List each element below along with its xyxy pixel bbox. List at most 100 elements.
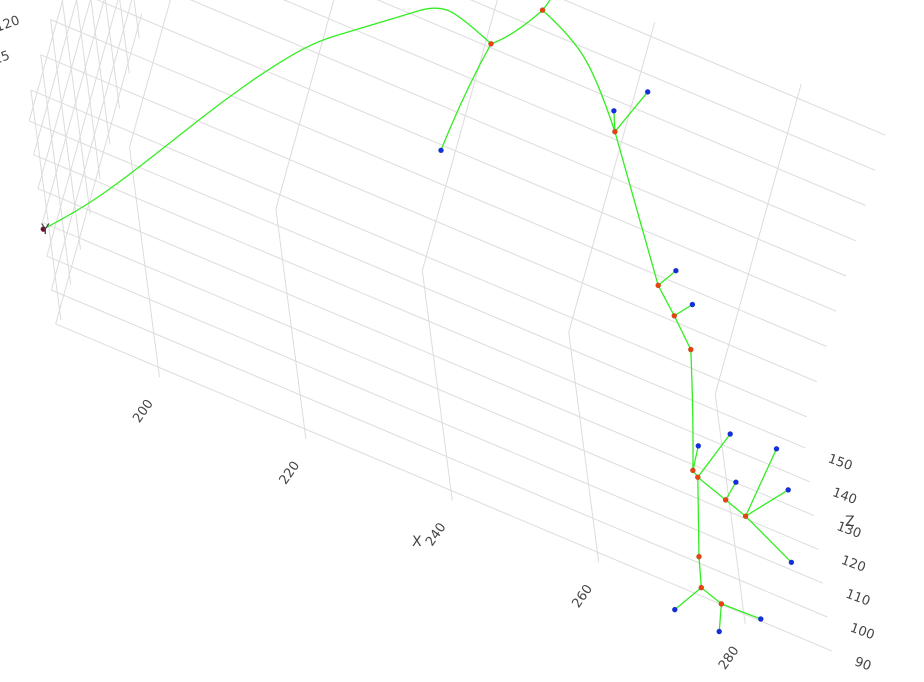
- gridline-x-floor: [129, 147, 160, 378]
- trace-branch: [725, 481, 737, 501]
- gridline-y-backwall: [76, 0, 101, 180]
- tip-point-marker[interactable]: [689, 301, 696, 308]
- root-point-marker[interactable]: [40, 226, 47, 232]
- branch-point-marker[interactable]: [690, 467, 696, 474]
- gridline-y-backwall: [50, 19, 81, 250]
- y-tick-label: 130: [0, 84, 2, 107]
- trace-branch: [674, 587, 702, 611]
- tip-point-marker[interactable]: [611, 108, 617, 114]
- z-tick-label: 150: [826, 452, 854, 475]
- trace-branch: [490, 9, 543, 45]
- gridline-z-backwall: [46, 0, 119, 257]
- gridline-z-backwall: [55, 13, 143, 325]
- x-tick-label: 280: [716, 644, 743, 673]
- tip-point-marker[interactable]: [727, 431, 734, 437]
- x-tick-label: 220: [277, 459, 304, 488]
- gridline-z-backwall: [41, 0, 105, 223]
- gridline-z-backwall: [28, 0, 64, 122]
- trace-branch: [542, 9, 616, 132]
- z-tick-label: 140: [830, 485, 858, 508]
- gridline-y-backwall: [376, 0, 866, 206]
- tip-point-marker[interactable]: [716, 628, 723, 635]
- branch-point-marker[interactable]: [696, 553, 702, 560]
- branch-point-marker[interactable]: [655, 282, 662, 289]
- branch-point-marker[interactable]: [722, 497, 729, 503]
- tip-point-marker[interactable]: [695, 443, 702, 449]
- trace-branch: [745, 515, 792, 563]
- trace-branch: [745, 448, 778, 517]
- branch-point-marker[interactable]: [688, 346, 694, 353]
- branch-point-marker[interactable]: [539, 7, 546, 13]
- tip-point-marker[interactable]: [438, 147, 444, 154]
- x-tick-label: 240: [423, 520, 450, 549]
- trace-branch: [698, 556, 702, 588]
- gridline-x-backwall: [129, 0, 171, 148]
- gridline-z-floor: [46, 255, 824, 584]
- trace-branch: [725, 499, 747, 517]
- y-axis-title: Y: [40, 222, 50, 238]
- trace-branch: [697, 477, 700, 557]
- gridline-z-floor: [37, 188, 815, 517]
- gridline-y-backwall: [469, 0, 876, 171]
- z-tick-label: 100: [848, 621, 876, 644]
- tip-point-marker[interactable]: [672, 606, 678, 613]
- z-tick-label: 110: [844, 587, 872, 610]
- trace-points: [40, 7, 795, 635]
- gridline-y-backwall: [283, 0, 856, 242]
- trace-branch: [692, 445, 699, 471]
- gridline-y-backwall: [40, 54, 817, 383]
- trace-branch: [718, 603, 723, 632]
- tip-point-marker[interactable]: [644, 89, 651, 95]
- trace-branch: [613, 110, 616, 132]
- tip-point-marker[interactable]: [773, 445, 780, 452]
- trace-branch: [697, 476, 727, 501]
- gridline-y-backwall: [30, 89, 62, 320]
- gridline-z-floor: [29, 120, 806, 449]
- gridline-y-backwall: [50, 19, 827, 347]
- trace-branch: [697, 433, 731, 478]
- branch-point-marker[interactable]: [695, 474, 701, 481]
- trace-branches: [42, 0, 792, 632]
- tip-point-marker[interactable]: [758, 616, 764, 622]
- gridline-z-floor: [51, 289, 828, 618]
- tip-point-marker[interactable]: [785, 487, 792, 493]
- gridline-y-backwall: [96, 0, 837, 312]
- trace-branch: [440, 43, 492, 151]
- trace-branch: [690, 349, 694, 471]
- trace-branch: [657, 270, 677, 286]
- gridline-z-floor: [42, 221, 819, 550]
- gridline-y-backwall: [189, 0, 847, 277]
- gridline-y-backwall: [119, 0, 130, 74]
- branch-point-marker[interactable]: [698, 584, 705, 591]
- trace-branch: [700, 587, 722, 605]
- trace-branch: [673, 303, 693, 317]
- trace-branch: [721, 603, 762, 620]
- gridline-x-backwall: [421, 0, 498, 271]
- branch-point-marker[interactable]: [671, 312, 678, 319]
- tick-labels: 2002202402602809095100105110115120125130…: [0, 0, 876, 674]
- gridline-x-floor: [275, 208, 307, 439]
- trace-branch: [42, 7, 492, 230]
- branch-point-marker[interactable]: [742, 513, 749, 520]
- tip-point-marker[interactable]: [673, 267, 679, 274]
- x-tick-label: 260: [569, 582, 596, 611]
- gridline-y-backwall: [40, 54, 72, 285]
- z-tick-label: 90: [852, 655, 873, 675]
- grid-layer: [28, 0, 886, 652]
- gridline-x-floor: [421, 270, 453, 501]
- gridline-y-backwall: [104, 0, 120, 109]
- gridline-z-backwall: [50, 0, 133, 291]
- gridline-z-floor: [33, 154, 810, 483]
- branch-point-marker[interactable]: [612, 128, 618, 135]
- y-tick-label: 120: [0, 13, 22, 36]
- trace-branch: [657, 285, 675, 317]
- trace-branch: [542, 0, 551, 11]
- tip-point-marker[interactable]: [733, 479, 739, 486]
- tip-point-marker[interactable]: [788, 559, 795, 566]
- branch-point-marker[interactable]: [718, 601, 725, 607]
- trace-branch: [745, 489, 789, 517]
- gridline-y-backwall: [61, 0, 91, 215]
- gridline-z-backwall: [37, 0, 91, 189]
- branch-point-marker[interactable]: [488, 41, 494, 47]
